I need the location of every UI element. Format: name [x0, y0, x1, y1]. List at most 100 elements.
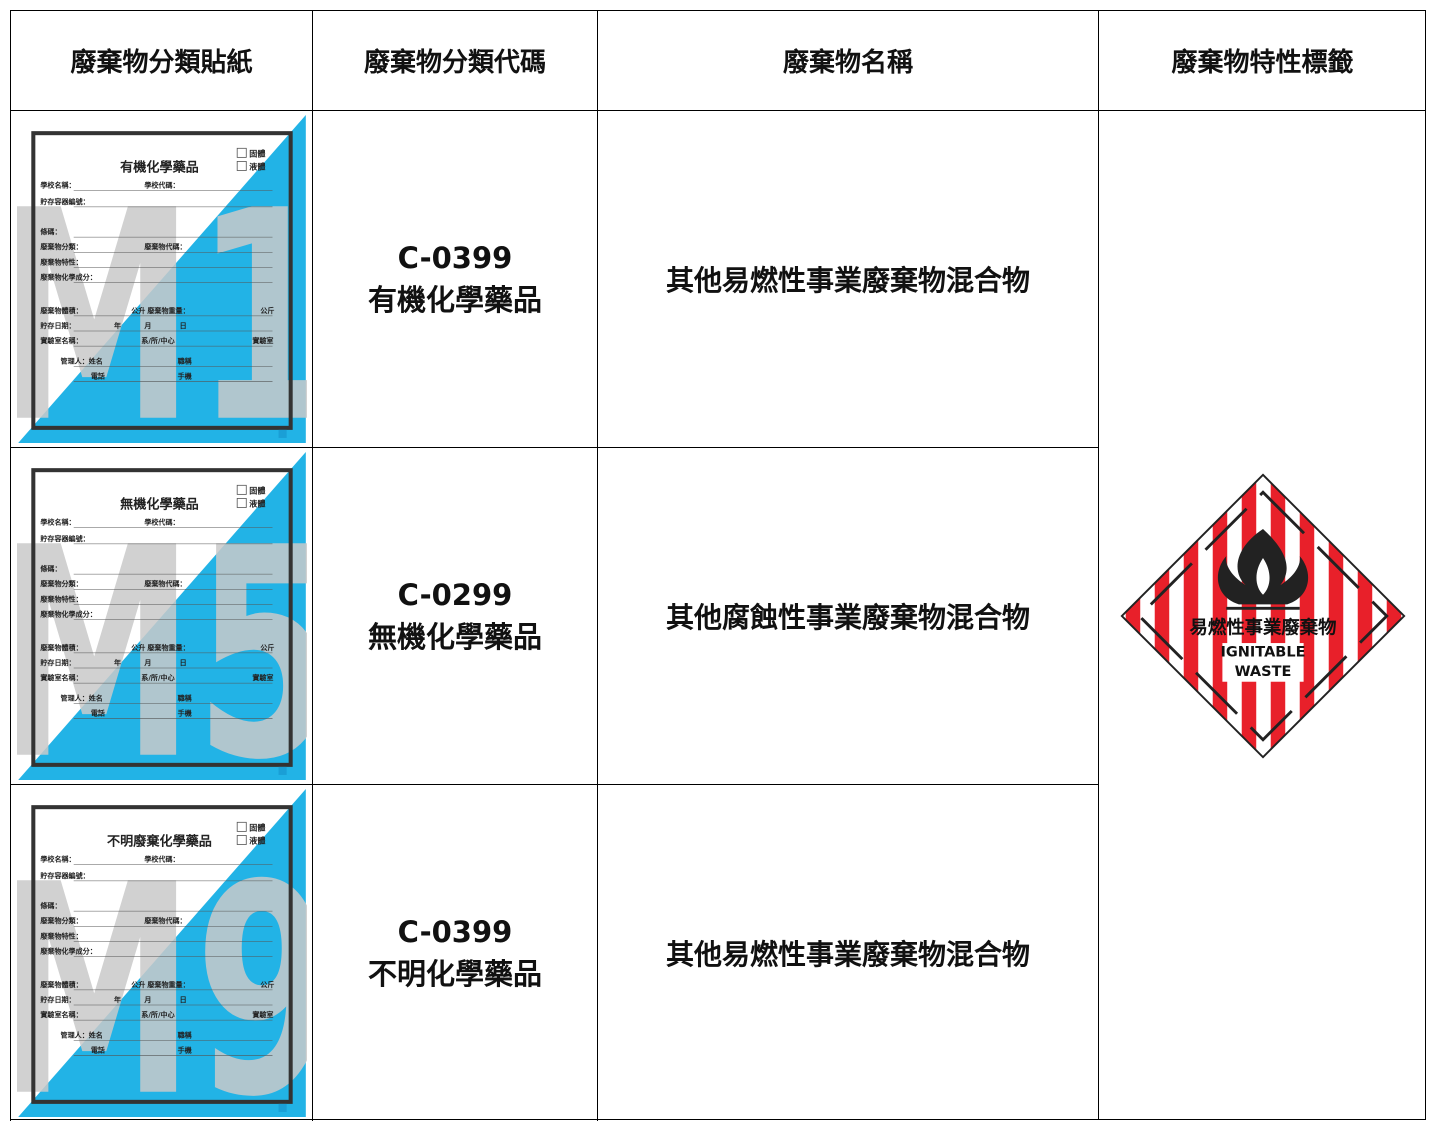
sticker-mark: M1 — [17, 148, 307, 443]
form-field: 年 — [114, 321, 121, 330]
sticker-mark: M5 — [17, 485, 307, 780]
form-field: 實驗室名稱： — [40, 1010, 82, 1019]
form-field: 管理人：姓名 — [60, 693, 102, 702]
form-field: 貯存日期： — [40, 321, 75, 330]
code-cell: C-0399 有機化學藥品 — [312, 110, 597, 447]
form-field: 公斤 — [260, 980, 274, 989]
code: C-0299 — [397, 578, 513, 612]
form-field: 廢棄物代碼： — [144, 579, 186, 588]
form-field: 電話 — [90, 708, 104, 717]
checkbox — [236, 498, 247, 508]
stripe — [1183, 474, 1198, 757]
form-field: 條碼： — [40, 227, 61, 236]
form-field: 管理人：姓名 — [60, 356, 102, 365]
header-cell: 廢棄物分類代碼 — [312, 10, 597, 110]
form-field: 廢棄物重量： — [147, 306, 189, 315]
form-field: 月 — [143, 321, 151, 330]
form-field: 學校代碼： — [144, 181, 179, 190]
form-field: 系/所/中心 — [141, 336, 174, 345]
sticker-blue — [17, 115, 306, 443]
form-field: 廢棄物體積： — [40, 306, 82, 315]
form-field: 公升 — [131, 306, 145, 315]
checkbox-label: 固體 — [249, 148, 265, 158]
code-cell: C-0399 不明化學藥品 — [312, 784, 597, 1121]
sticker-frame — [30, 131, 293, 430]
stripe — [1270, 474, 1285, 757]
form-field: 廢棄物化學成分： — [40, 273, 96, 282]
form-field: 實驗室名稱： — [40, 673, 82, 682]
form-field: 學校名稱： — [40, 181, 75, 190]
form-field: 實驗室 — [252, 673, 273, 682]
checkbox-label: 固體 — [249, 485, 265, 495]
sticker-title: 有機化學藥品 — [120, 159, 199, 176]
form-field: 廢棄物分類： — [40, 916, 82, 925]
stripe — [1125, 474, 1140, 757]
form-field: 電話 — [90, 1045, 104, 1054]
stripe — [1299, 474, 1314, 757]
header-cell: 廢棄物特性標籤 — [1098, 10, 1426, 110]
code-name: 無機化學藥品 — [367, 620, 542, 654]
header-cell: 廢棄物名稱 — [597, 10, 1098, 110]
form-field: 貯存日期： — [40, 995, 75, 1004]
stripe — [1212, 474, 1227, 757]
form-field: 貯存容器編號： — [40, 534, 89, 543]
form-field: 廢棄物重量： — [147, 643, 189, 652]
name-cell: 其他易燃性事業廢棄物混合物 — [597, 110, 1098, 447]
stripe — [1386, 474, 1401, 757]
form-field: 公升 — [131, 643, 145, 652]
sticker-title: 不明廢棄化學藥品 — [107, 833, 212, 850]
form-field: 廢棄物化學成分： — [40, 610, 96, 619]
form-field: 條碼： — [40, 564, 61, 573]
checkbox-label: 液體 — [249, 835, 265, 845]
checkbox — [236, 821, 247, 832]
form-field: 日 — [179, 321, 186, 330]
hazard-english: IGNITABLE — [1220, 644, 1305, 660]
form-field: 職稱 — [177, 356, 191, 365]
stripe — [1241, 474, 1256, 757]
checkbox-label: 固體 — [249, 822, 265, 832]
code: C-0399 — [397, 241, 513, 275]
form-field: 日 — [179, 995, 186, 1004]
form-field: 廢棄物特性： — [40, 594, 82, 603]
code-cell: C-0299 無機化學藥品 — [312, 447, 597, 784]
sticker-mark: M9 — [17, 822, 307, 1117]
form-field: 系/所/中心 — [141, 1010, 174, 1019]
form-field: 廢棄物分類： — [40, 579, 82, 588]
form-field: 學校代碼： — [144, 518, 179, 527]
sticker-blue — [17, 789, 306, 1117]
form-field: 學校名稱： — [40, 855, 75, 864]
form-field: 系/所/中心 — [141, 673, 174, 682]
logo — [278, 1103, 287, 1112]
sticker-frame — [30, 468, 293, 767]
form-field: 手機 — [177, 708, 191, 717]
checkbox — [236, 484, 247, 495]
hazard-cell: 易燃性事業廢棄物 IGNITABLE WASTE — [1098, 110, 1426, 1120]
checkbox-label: 液體 — [249, 161, 265, 171]
form-field: 廢棄物代碼： — [144, 242, 186, 251]
checkbox — [236, 835, 247, 845]
form-field: 廢棄物代碼： — [144, 916, 186, 925]
form-field: 學校名稱： — [40, 518, 75, 527]
form-field: 年 — [114, 995, 121, 1004]
form-field: 電話 — [90, 371, 104, 380]
form-field: 手機 — [177, 1045, 191, 1054]
form-field: 廢棄物特性： — [40, 257, 82, 266]
form-field: 實驗室 — [252, 1010, 273, 1019]
form-field: 公升 — [131, 980, 145, 989]
code-name: 有機化學藥品 — [367, 283, 542, 317]
form-field: 實驗室名稱： — [40, 336, 82, 345]
form-field: 年 — [114, 658, 121, 667]
name-cell: 其他腐蝕性事業廢棄物混合物 — [597, 447, 1098, 784]
name-cell: 其他易燃性事業廢棄物混合物 — [597, 784, 1098, 1121]
form-field: 管理人：姓名 — [60, 1030, 102, 1039]
header-cell: 廢棄物分類貼紙 — [10, 10, 312, 110]
logo — [278, 766, 287, 775]
form-field: 條碼： — [40, 901, 61, 910]
stripe — [1154, 474, 1169, 757]
code: C-0399 — [397, 915, 513, 949]
